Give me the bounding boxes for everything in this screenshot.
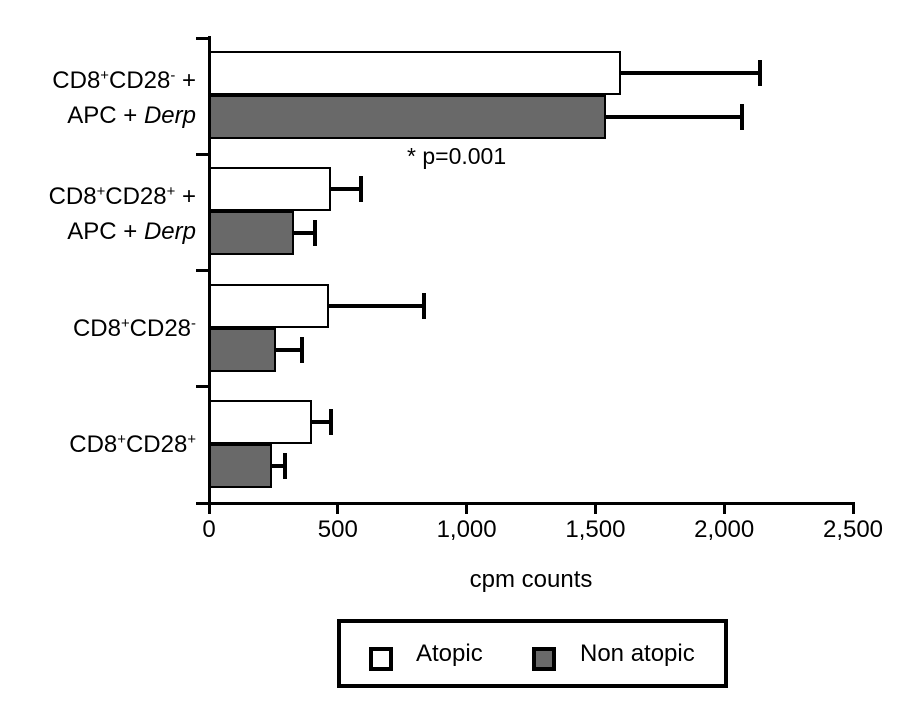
x-tick-label: 1,500 [565, 516, 626, 543]
error-bar-line [328, 303, 425, 308]
x-axis-tick [207, 503, 211, 514]
legend-swatch-non-atopic [532, 647, 556, 671]
category-label-3: CD8+CD28+ [69, 431, 196, 459]
error-bar-cap [358, 176, 363, 203]
bar-non-atopic-3 [209, 443, 273, 488]
error-bar-cap [312, 220, 317, 247]
x-axis-tick [336, 503, 340, 514]
bar-non-atopic-2 [209, 327, 276, 372]
error-bar-line [272, 463, 285, 468]
bar-non-atopic-0 [209, 95, 606, 139]
x-axis-title: cpm counts [469, 566, 593, 593]
bar-atopic-3 [209, 399, 313, 444]
error-bar-line [331, 187, 361, 192]
error-bar-line [605, 115, 743, 119]
error-bar-line [294, 231, 315, 236]
error-bar-cap [422, 292, 427, 319]
bar-atopic-0 [209, 51, 622, 95]
x-axis-tick [851, 503, 855, 514]
x-axis-tick [465, 503, 469, 514]
error-bar-cap [329, 408, 334, 435]
category-label-2: CD8+CD28- [72, 315, 196, 343]
y-axis-line [207, 36, 211, 505]
legend: Atopic Non atopic [337, 619, 728, 688]
legend-label-non-atopic: Non atopic [580, 639, 695, 667]
y-axis-tick [196, 152, 209, 156]
category-label-0: CD8+CD28- + APC + Derp [52, 67, 196, 130]
error-bar-line [621, 71, 761, 75]
x-tick-label: 0 [202, 516, 216, 543]
x-tick-label: 1,000 [436, 516, 497, 543]
bar-atopic-2 [209, 283, 329, 328]
error-bar-line [312, 419, 332, 424]
error-bar-cap [758, 60, 763, 86]
x-tick-label: 2,000 [694, 516, 755, 543]
x-axis-tick [593, 503, 597, 514]
significance-annotation: * p=0.001 [407, 143, 507, 169]
legend-swatch-atopic [369, 647, 393, 671]
y-axis-tick [196, 36, 209, 40]
error-bar-cap [299, 336, 304, 363]
error-bar-cap [282, 452, 287, 479]
x-axis-line [196, 501, 855, 505]
x-tick-label: 500 [317, 516, 358, 543]
legend-label-atopic: Atopic [416, 639, 483, 667]
y-axis-tick [196, 501, 209, 505]
y-axis-tick [196, 269, 209, 272]
x-axis-tick [722, 503, 726, 514]
bar-non-atopic-1 [209, 211, 294, 256]
error-bar-line [275, 347, 302, 352]
y-axis-tick [196, 385, 209, 389]
category-label-1: CD8+CD28+ + APC + Derp [48, 183, 196, 246]
error-bar-cap [740, 104, 745, 130]
bar-atopic-1 [209, 167, 332, 212]
x-tick-label: 2,500 [822, 516, 884, 543]
